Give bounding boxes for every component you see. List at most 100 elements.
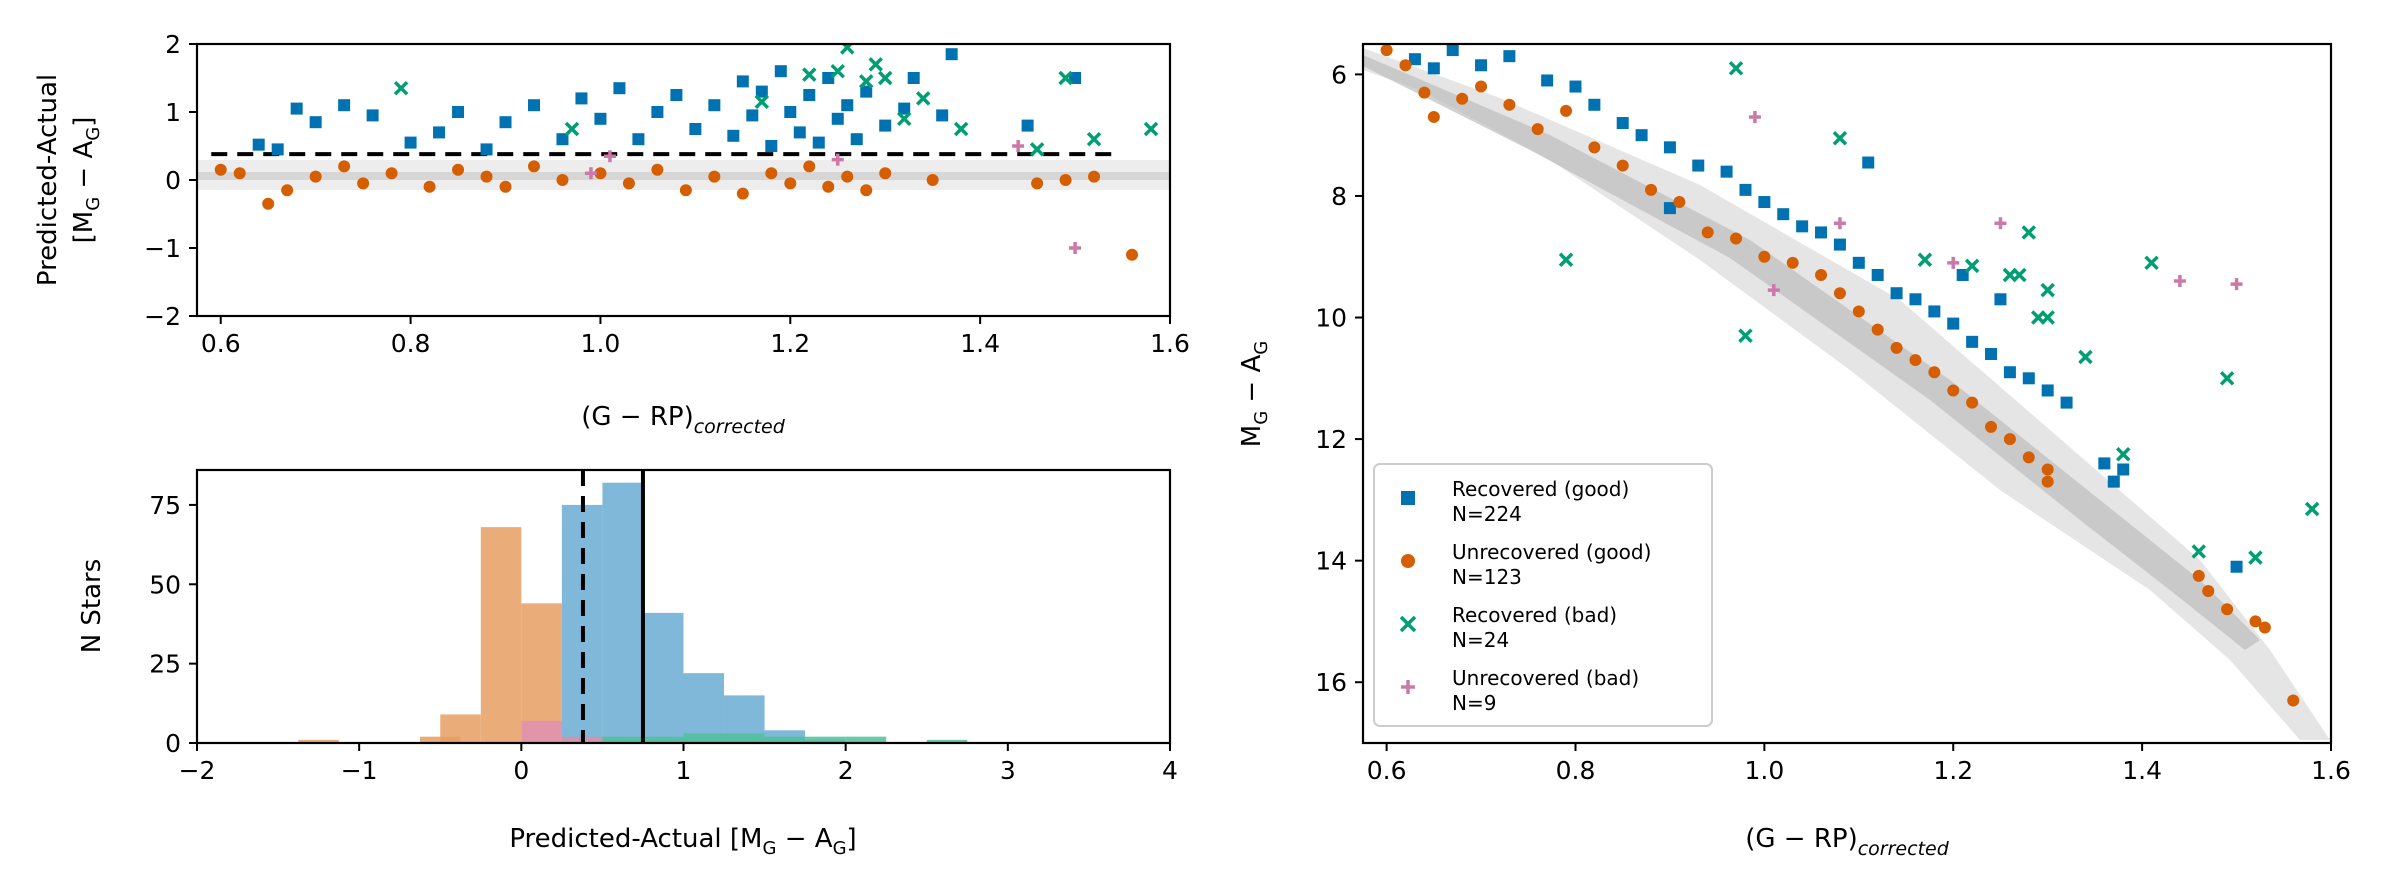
x-axis-ticks: −2 −1 0 1 2 3 4 [179,743,1178,785]
data-point [936,109,949,122]
data-point [1456,92,1469,105]
histogram-bar [683,733,725,743]
data-point [393,80,409,96]
data-point [564,121,580,137]
y-tick-label: −1 [144,234,181,263]
y-tick-label: 50 [149,570,181,599]
legend-count: N=24 [1452,628,1509,652]
data-point [1786,256,1799,269]
data-point [1560,104,1573,117]
data-point [281,184,294,197]
data-point [575,92,588,105]
y-tick-label: 2 [165,30,181,59]
y-tick-label: 14 [1315,547,1347,576]
data-point [736,187,749,200]
x-tick-label: 1.6 [1150,329,1190,358]
data-point [926,174,939,186]
y-axis-label: MG − AG [1237,341,1272,447]
data-point [1380,44,1393,57]
data-point [527,99,540,112]
histogram-bar [683,673,725,743]
data-point [1739,183,1752,196]
data-point [2258,621,2271,634]
data-point [708,170,721,183]
data-point [1909,293,1922,306]
data-point [1588,98,1601,111]
data-point [480,170,493,183]
x-tick-label: 0.8 [1556,756,1596,785]
data-point [2221,603,2234,616]
data-point [1815,268,1828,281]
data-point [603,150,616,163]
y-tick-label: 1 [165,98,181,127]
data-point [1871,268,1884,281]
data-point [2107,475,2120,488]
data-point [1531,123,1544,136]
data-point [1031,177,1044,190]
data-point [1475,80,1488,93]
data-point [679,184,692,197]
y-tick-label: 6 [1331,60,1347,89]
data-point [499,116,512,129]
data-point [357,177,370,190]
y-tick-label: 75 [149,491,181,520]
data-point [2041,475,2054,488]
data-point [1728,61,1744,76]
data-point [1909,354,1922,367]
data-point [822,180,835,193]
data-point [1645,183,1658,196]
cmd-points [1380,44,2320,707]
data-point [1966,396,1979,409]
y-tick-label: 12 [1315,425,1347,454]
data-point [1758,250,1771,263]
data-point [1758,196,1771,209]
data-point [423,180,436,193]
data-point [1569,80,1582,93]
data-point [1730,232,1743,245]
data-point [2219,371,2235,386]
x-tick-label: 1.4 [2122,756,2162,785]
data-point [2191,544,2207,559]
data-point [841,99,854,112]
data-point [1058,70,1073,86]
data-point [1418,86,1431,99]
data-point [2115,447,2131,462]
data-point [214,163,227,176]
data-point [868,57,883,72]
histogram-bar [602,482,643,743]
data-point [1616,159,1629,172]
data-point [1928,305,1941,318]
data-point [1947,384,1960,397]
data-point [338,99,351,112]
data-point [1890,341,1903,354]
histogram-bar [642,736,684,743]
data-point [746,109,759,122]
data-point [233,167,246,180]
data-point [1964,258,1980,274]
data-point [850,133,863,146]
x-tick-label: 4 [1162,756,1178,785]
data-point [622,177,635,190]
data-point [831,112,844,125]
data-point [252,138,265,151]
data-point [1503,50,1516,63]
data-point [527,160,540,173]
data-point [2287,694,2300,707]
legend-marker [1399,615,1417,633]
legend-marker [1401,680,1415,694]
data-point [860,85,873,98]
data-point [2304,501,2320,517]
data-point [584,167,597,180]
data-point [2003,433,2016,446]
data-point [670,89,683,101]
data-point [1947,317,1960,330]
data-point [1917,252,1933,268]
data-point [1588,141,1601,154]
y-axis-label-line1: Predicted-Actual [33,74,63,286]
data-point [1815,226,1828,239]
data-point [858,74,874,89]
legend-label: Recovered (good) [1452,477,1629,501]
data-point [594,112,607,125]
data-point [271,143,284,156]
data-point [1956,268,1969,281]
